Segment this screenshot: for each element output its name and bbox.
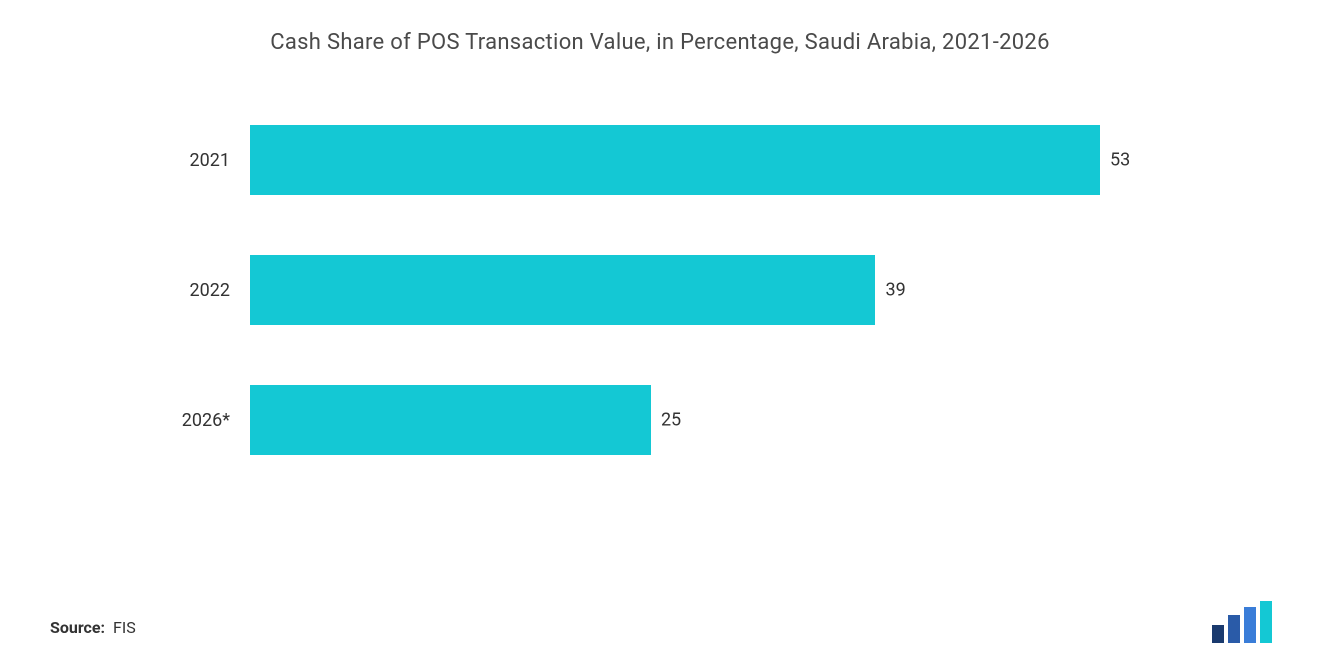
bar-row: 2021 53 — [180, 125, 1100, 195]
source-footer: Source: FIS — [50, 618, 136, 637]
bar-track: 39 — [250, 255, 1100, 325]
chart-title: Cash Share of POS Transaction Value, in … — [40, 30, 1280, 55]
bar-row: 2022 39 — [180, 255, 1100, 325]
bar-fill: 39 — [250, 255, 875, 325]
bar-fill: 25 — [250, 385, 651, 455]
category-label: 2022 — [180, 280, 250, 301]
bar-track: 53 — [250, 125, 1100, 195]
category-label: 2026* — [180, 410, 250, 431]
source-value: FIS — [113, 618, 136, 637]
plot-area: 2021 53 2022 39 2026* 25 — [40, 125, 1280, 455]
bar-track: 25 — [250, 385, 1100, 455]
bar-row: 2026* 25 — [180, 385, 1100, 455]
category-label: 2021 — [180, 150, 250, 171]
bar-fill: 53 — [250, 125, 1100, 195]
source-label: Source: — [50, 618, 105, 637]
chart-container: Cash Share of POS Transaction Value, in … — [0, 0, 1320, 665]
brand-logo-icon — [1210, 601, 1280, 645]
bar-value-label: 53 — [1100, 150, 1130, 171]
bar-value-label: 39 — [875, 280, 905, 301]
bar-value-label: 25 — [651, 410, 681, 431]
